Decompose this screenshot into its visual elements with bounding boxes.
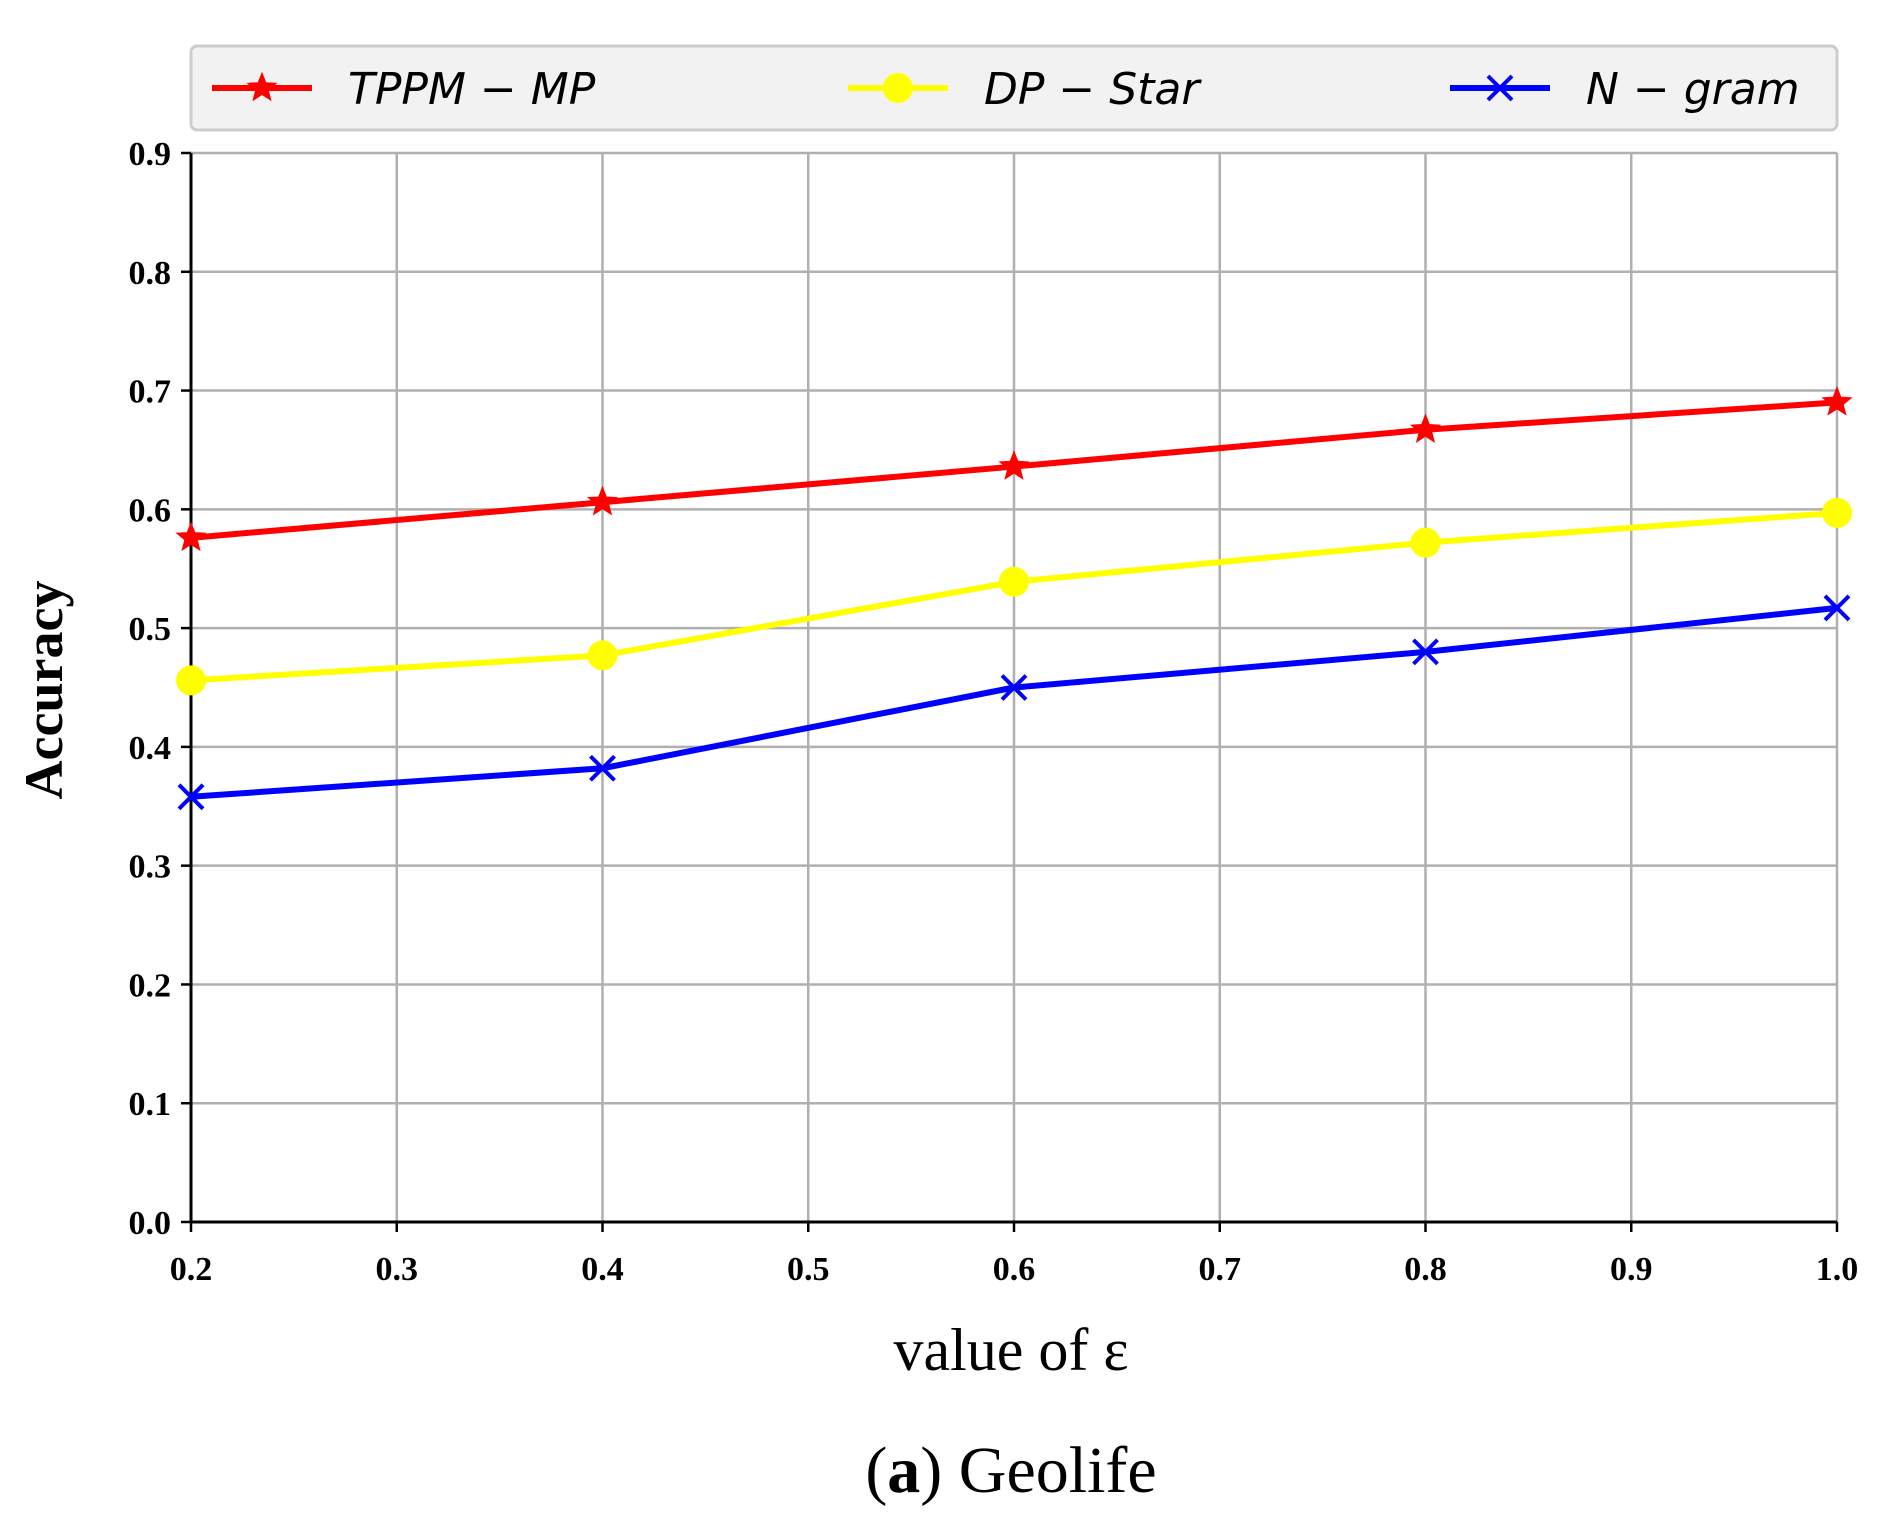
- data-point: [175, 521, 207, 552]
- y-axis-label: Accuracy: [14, 581, 74, 800]
- legend-label: DP − Star: [984, 64, 1202, 115]
- x-marker-stroke: [1000, 674, 1028, 701]
- series-1: [176, 497, 1852, 696]
- data-point: [589, 754, 616, 782]
- legend-entry: TPPM − MP: [212, 64, 596, 115]
- legend-entry: N − gram: [1450, 64, 1800, 115]
- y-tick-label: 0.8: [129, 255, 172, 292]
- x-tick-label: 0.5: [787, 1251, 830, 1288]
- grid-lines: [189, 151, 1839, 1224]
- data-point: [999, 566, 1029, 597]
- y-tick-label: 0.0: [129, 1205, 172, 1242]
- data-point: [176, 665, 206, 696]
- data-point: [1410, 527, 1441, 558]
- tick-labels: 0.2 0.3 0.4 0.5 0.6 0.7 0.8 0.9 1.0 0.0 0.1 0.2 0.3 0…: [129, 136, 1859, 1288]
- y-tick-label: 0.5: [129, 611, 172, 648]
- x-tick-label: 0.9: [1610, 1251, 1653, 1288]
- y-tick-label: 0.3: [129, 849, 172, 886]
- x-marker-stroke: [1412, 638, 1439, 666]
- data-point: [1823, 594, 1851, 622]
- y-tick-label: 0.1: [129, 1086, 172, 1123]
- y-tick-label: 0.6: [129, 492, 172, 529]
- x-tick-label: 0.6: [993, 1251, 1036, 1288]
- legend-label: TPPM − MP: [348, 64, 596, 115]
- x-axis-label: value of ε: [893, 1317, 1128, 1383]
- data-point: [586, 485, 619, 516]
- x-marker-stroke: [589, 754, 616, 782]
- data-point: [587, 640, 618, 671]
- data-point: [1000, 674, 1028, 701]
- y-tick-label: 0.4: [129, 730, 172, 767]
- x-tick-label: 0.4: [581, 1251, 624, 1288]
- x-marker-stroke: [1823, 594, 1851, 622]
- data-point: [1821, 386, 1853, 416]
- y-tick-label: 0.7: [129, 374, 172, 411]
- caption-label: a: [887, 1434, 920, 1507]
- x-tick-label: 0.8: [1404, 1251, 1447, 1288]
- x-tick-label: 1.0: [1816, 1251, 1859, 1288]
- legend-marker: [883, 73, 913, 103]
- x-tick-label: 0.3: [376, 1251, 419, 1288]
- x-marker-stroke: [1486, 74, 1514, 102]
- x-marker-stroke: [177, 783, 205, 811]
- data-point: [1822, 497, 1852, 528]
- x-tick-label: 0.7: [1199, 1251, 1242, 1288]
- legend-entry: DP − Star: [848, 64, 1202, 115]
- series-0: [175, 386, 1853, 552]
- legend: TPPM − MP DP − Star N − gram: [189, 44, 1839, 132]
- data-point: [1409, 413, 1442, 443]
- data-point: [1412, 638, 1439, 666]
- legend-box: [189, 44, 1839, 132]
- caption-text: Geolife: [959, 1434, 1157, 1507]
- data-point: [177, 783, 205, 811]
- y-tick-label: 0.9: [129, 136, 172, 173]
- legend-label: N − gram: [1586, 64, 1800, 115]
- legend-marker: [1486, 74, 1514, 102]
- figure-caption: (a) Geolife: [865, 1434, 1156, 1507]
- data-point: [998, 450, 1030, 480]
- y-tick-label: 0.2: [129, 967, 172, 1004]
- x-tick-label: 0.2: [170, 1251, 213, 1288]
- legend-marker: [246, 71, 278, 102]
- data-series: [175, 386, 1853, 811]
- series-2: [177, 594, 1851, 811]
